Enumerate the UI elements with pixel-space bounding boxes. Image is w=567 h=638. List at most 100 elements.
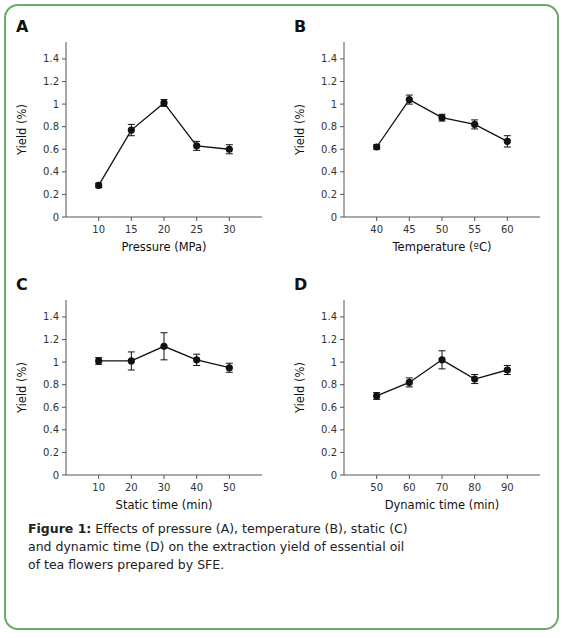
y-tick-label: 0 [331, 470, 337, 481]
x-tick [164, 475, 165, 479]
x-tick [229, 475, 230, 479]
x-axis-label: Temperature (ºC) [392, 240, 492, 254]
error-bar-cap [193, 141, 200, 142]
data-point [504, 138, 511, 145]
y-tick [340, 452, 344, 453]
y-tick-label: 1.2 [43, 334, 59, 345]
error-bar [128, 124, 135, 135]
figure-border [4, 4, 559, 630]
x-tick-label: 20 [158, 224, 171, 235]
y-tick-label: 1.4 [321, 53, 337, 64]
data-point [193, 142, 200, 149]
x-tick-label: 70 [436, 482, 449, 493]
y-tick [340, 316, 344, 317]
x-tick [409, 475, 410, 479]
error-bar-cap [406, 386, 413, 387]
y-tick [62, 339, 66, 340]
error-bar-cap [406, 104, 413, 105]
x-tick [196, 475, 197, 479]
error-bar [471, 375, 478, 384]
x-tick [376, 475, 377, 479]
y-tick-label: 1.4 [43, 53, 59, 64]
y-tick-label: 0.2 [321, 447, 337, 458]
error-bar-cap [406, 377, 413, 378]
y-tick-label: 0.8 [321, 379, 337, 390]
y-tick [340, 339, 344, 340]
x-tick [507, 475, 508, 479]
error-bar [128, 352, 135, 370]
y-tick-label: 1.4 [43, 311, 59, 322]
x-tick-label: 80 [468, 482, 481, 493]
error-bar [471, 120, 478, 129]
x-tick-label: 30 [158, 482, 171, 493]
y-tick [340, 58, 344, 59]
data-point [373, 392, 380, 399]
data-point [193, 356, 200, 363]
y-axis-line [344, 300, 345, 475]
y-tick-label: 1.2 [321, 334, 337, 345]
error-bar-cap [193, 150, 200, 151]
x-tick-label: 10 [92, 482, 105, 493]
x-tick [507, 217, 508, 221]
x-tick-label: 60 [501, 224, 514, 235]
error-bar [439, 351, 446, 369]
y-tick-label: 0.8 [321, 121, 337, 132]
x-axis-label: Dynamic time (min) [385, 498, 500, 512]
y-tick [62, 194, 66, 195]
x-tick-label: 30 [223, 224, 236, 235]
y-axis-label: Yield (%) [15, 362, 29, 414]
x-tick [131, 475, 132, 479]
y-tick-label: 0 [53, 470, 59, 481]
x-tick-label: 55 [468, 224, 481, 235]
error-bar-cap [161, 359, 168, 360]
data-point [128, 357, 135, 364]
error-bar [504, 365, 511, 374]
panel-label: A [16, 17, 29, 36]
error-bar-cap [193, 365, 200, 366]
data-point [438, 114, 445, 121]
y-tick [340, 126, 344, 127]
error-bar [193, 354, 200, 365]
y-tick-label: 1.2 [43, 76, 59, 87]
y-tick [340, 475, 344, 476]
y-tick-label: 0.4 [43, 424, 59, 435]
y-tick [340, 149, 344, 150]
y-tick [62, 407, 66, 408]
data-point [160, 343, 167, 350]
panel: 00.20.40.60.811.21.41020304050Static tim… [15, 275, 262, 512]
y-tick [340, 362, 344, 363]
error-bar [406, 95, 413, 104]
y-tick [62, 362, 66, 363]
error-bar-cap [128, 370, 135, 371]
data-point [95, 357, 102, 364]
x-tick [442, 475, 443, 479]
y-tick-label: 0 [53, 212, 59, 223]
x-tick-label: 40 [370, 224, 383, 235]
error-bar-cap [128, 135, 135, 136]
y-axis-line [344, 42, 345, 217]
data-point [128, 126, 135, 133]
y-tick [340, 217, 344, 218]
error-bar [161, 100, 168, 107]
x-tick-label: 10 [92, 224, 105, 235]
x-tick-label: 60 [403, 482, 416, 493]
y-tick-label: 0.2 [321, 189, 337, 200]
y-tick [62, 475, 66, 476]
panel: 00.20.40.60.811.21.44045505560Temperatur… [293, 17, 540, 254]
error-bar-cap [471, 374, 478, 375]
error-bar-cap [406, 95, 413, 96]
y-tick-label: 0.8 [43, 121, 59, 132]
data-point [504, 366, 511, 373]
y-tick [62, 149, 66, 150]
error-bar-cap [504, 135, 511, 136]
y-tick-label: 0.2 [43, 189, 59, 200]
y-tick [340, 407, 344, 408]
error-bar [226, 363, 233, 372]
data-point [471, 121, 478, 128]
y-tick [62, 384, 66, 385]
y-tick [340, 194, 344, 195]
error-bar-cap [226, 363, 233, 364]
x-axis-label: Static time (min) [116, 498, 213, 512]
y-tick [340, 81, 344, 82]
x-tick-label: 25 [190, 224, 203, 235]
